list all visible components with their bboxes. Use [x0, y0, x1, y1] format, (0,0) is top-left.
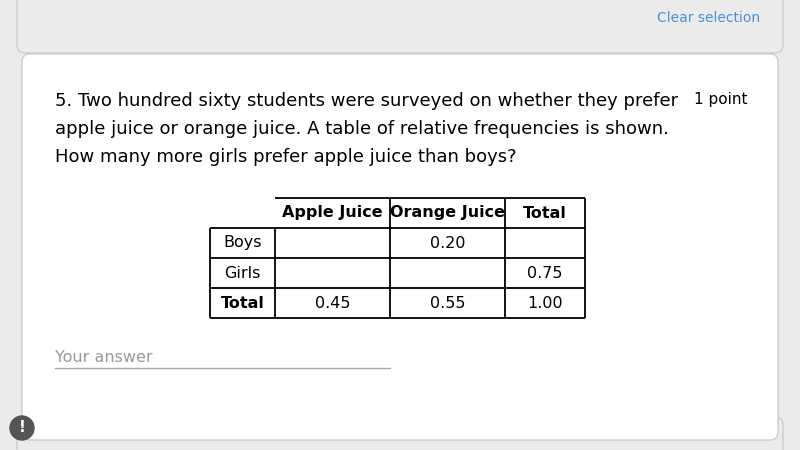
- Text: 0.75: 0.75: [527, 266, 562, 280]
- Text: Orange Juice: Orange Juice: [390, 206, 505, 220]
- Text: Your answer: Your answer: [55, 350, 153, 365]
- Text: Clear selection: Clear selection: [657, 11, 760, 25]
- Text: 1 point: 1 point: [694, 92, 748, 107]
- Text: How many more girls prefer apple juice than boys?: How many more girls prefer apple juice t…: [55, 148, 517, 166]
- Text: apple juice or orange juice. A table of relative frequencies is shown.: apple juice or orange juice. A table of …: [55, 120, 669, 138]
- Text: !: !: [18, 420, 26, 436]
- Text: 0.20: 0.20: [430, 235, 466, 251]
- Text: 5. Two hundred sixty students were surveyed on whether they prefer: 5. Two hundred sixty students were surve…: [55, 92, 678, 110]
- Text: Girls: Girls: [224, 266, 261, 280]
- Circle shape: [10, 416, 34, 440]
- Text: 0.45: 0.45: [314, 296, 350, 310]
- FancyBboxPatch shape: [22, 54, 778, 440]
- Text: Total: Total: [221, 296, 265, 310]
- Text: Total: Total: [523, 206, 567, 220]
- Text: 1.00: 1.00: [527, 296, 563, 310]
- FancyBboxPatch shape: [17, 0, 783, 53]
- Text: Boys: Boys: [223, 235, 262, 251]
- FancyBboxPatch shape: [17, 417, 783, 450]
- Text: 0.55: 0.55: [430, 296, 466, 310]
- Text: Apple Juice: Apple Juice: [282, 206, 383, 220]
